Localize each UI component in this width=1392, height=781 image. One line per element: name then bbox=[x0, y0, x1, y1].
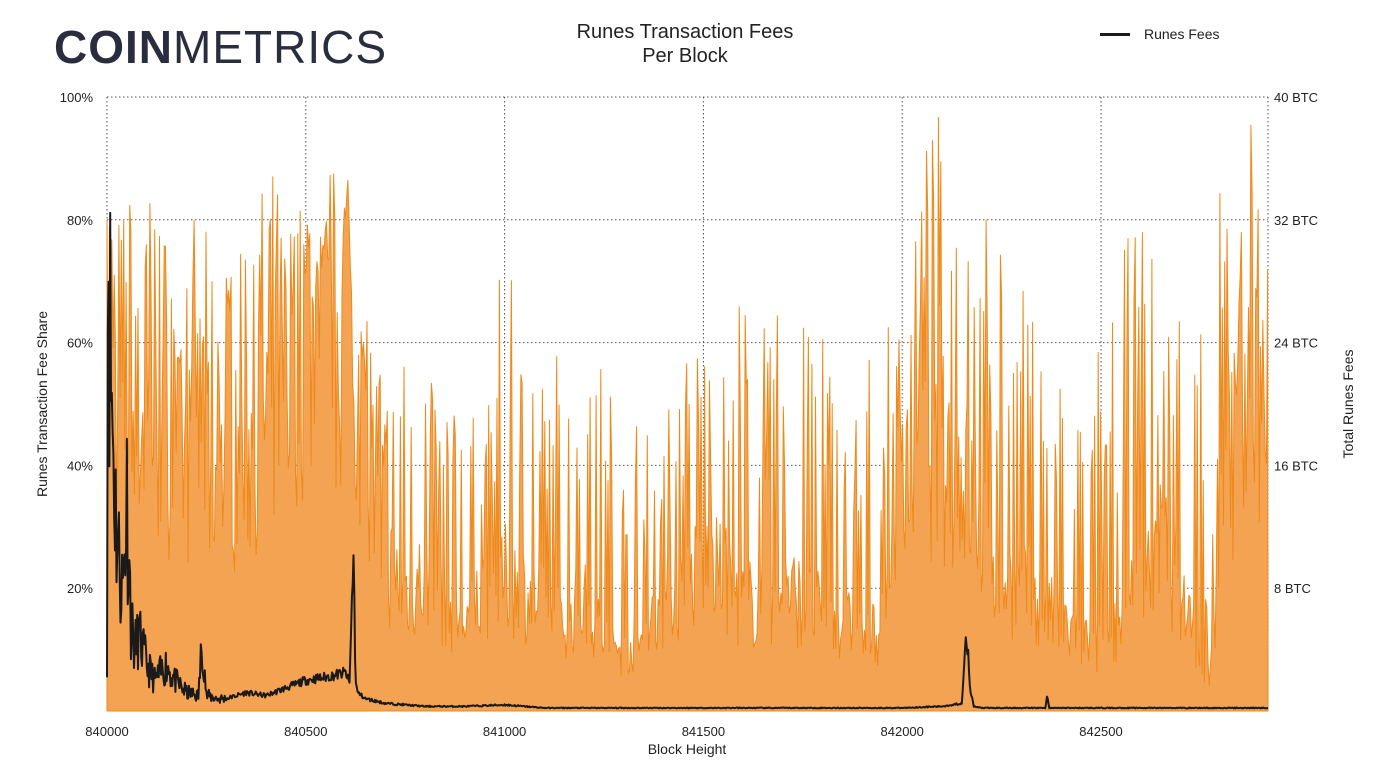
chart-title-line1: Runes Transaction Fees bbox=[576, 21, 794, 43]
y-left-tick-label: 80% bbox=[67, 213, 93, 228]
fee-share-area-layer bbox=[106, 116, 1269, 712]
runes-fees-line bbox=[106, 211, 1269, 710]
y-right-tick-label: 32 BTC bbox=[1274, 213, 1318, 228]
y-left-tick-label: 40% bbox=[67, 458, 93, 473]
logo-text-bold: COIN bbox=[54, 21, 173, 73]
y-axis-right-label: Total Runes Fees bbox=[1340, 350, 1356, 459]
chart-title: Runes Transaction Fees Per Block bbox=[500, 20, 870, 68]
runes-fees-line-layer bbox=[106, 211, 1269, 710]
y-right-tick-label: 40 BTC bbox=[1274, 90, 1318, 105]
axes: 20% 40% 60% 80% 100% 8 BTC 16 BTC 24 BTC 32 BTC 4… bbox=[60, 90, 1318, 739]
logo-text-light: METRICS bbox=[173, 21, 387, 73]
coinmetrics-logo: COINMETRICS bbox=[54, 20, 387, 74]
y-right-tick-label: 8 BTC bbox=[1274, 581, 1311, 596]
fee-share-area bbox=[106, 116, 1269, 712]
y-right-tick-label: 24 BTC bbox=[1274, 336, 1318, 351]
x-tick-label: 842500 bbox=[1079, 724, 1122, 739]
x-tick-label: 842000 bbox=[881, 724, 924, 739]
x-tick-label: 840500 bbox=[284, 724, 327, 739]
chart-title-line2: Per Block bbox=[642, 45, 728, 67]
legend-label-runes-fees: Runes Fees bbox=[1144, 26, 1220, 42]
y-right-tick-label: 16 BTC bbox=[1274, 458, 1318, 473]
y-left-tick-label: 100% bbox=[60, 90, 94, 105]
chart-legend: Runes Fees bbox=[1100, 26, 1219, 42]
y-axis-left-label: Runes Transaction Fee Share bbox=[34, 311, 50, 497]
y-left-tick-label: 60% bbox=[67, 336, 93, 351]
x-axis-label: Block Height bbox=[648, 741, 727, 757]
x-tick-label: 841000 bbox=[483, 724, 526, 739]
x-tick-label: 840000 bbox=[85, 724, 128, 739]
y-left-tick-label: 20% bbox=[67, 581, 93, 596]
x-tick-label: 841500 bbox=[682, 724, 725, 739]
legend-swatch-runes-fees bbox=[1100, 32, 1130, 36]
